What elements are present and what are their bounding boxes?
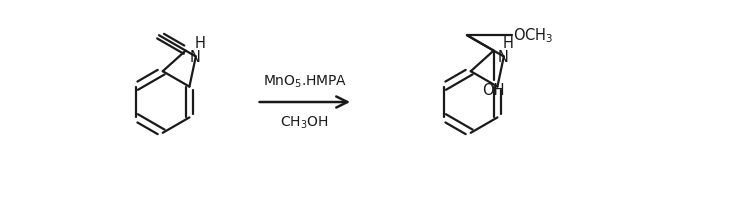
Text: N: N <box>498 50 509 65</box>
Text: OCH$_3$: OCH$_3$ <box>513 26 554 45</box>
Text: OH: OH <box>482 83 505 98</box>
Text: MnO$_5$.HMPA: MnO$_5$.HMPA <box>263 73 347 90</box>
Text: H: H <box>195 36 206 51</box>
Text: N: N <box>190 50 200 65</box>
Text: H: H <box>503 36 514 51</box>
Text: CH$_3$OH: CH$_3$OH <box>280 114 329 131</box>
